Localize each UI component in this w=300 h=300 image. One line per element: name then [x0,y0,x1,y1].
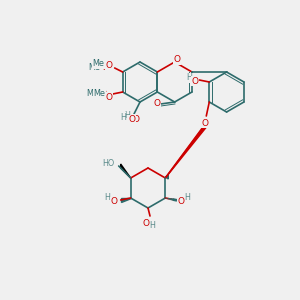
Text: O: O [153,100,160,109]
Text: O: O [110,197,117,206]
Text: O: O [178,197,185,206]
Text: O: O [173,56,180,64]
Text: Me: Me [87,89,99,98]
Text: H: H [105,194,111,202]
Text: Me: Me [93,59,105,68]
Text: H: H [186,74,192,82]
Text: H: H [184,194,190,202]
Text: O: O [99,89,106,98]
Text: O: O [133,115,140,124]
Text: H: H [120,112,126,122]
Polygon shape [121,198,131,202]
Polygon shape [165,122,207,178]
Polygon shape [165,175,168,179]
Text: H: H [149,221,155,230]
Text: HO: HO [103,160,115,169]
Polygon shape [121,164,131,178]
Text: O: O [128,116,136,124]
Text: O: O [101,64,108,73]
Text: O: O [202,118,209,127]
Text: Me: Me [89,64,100,73]
Text: H: H [124,112,130,121]
Text: O: O [105,61,112,70]
Text: O: O [192,76,199,85]
Text: Me: Me [94,89,106,98]
Text: O: O [142,220,149,229]
Text: O: O [105,92,112,101]
